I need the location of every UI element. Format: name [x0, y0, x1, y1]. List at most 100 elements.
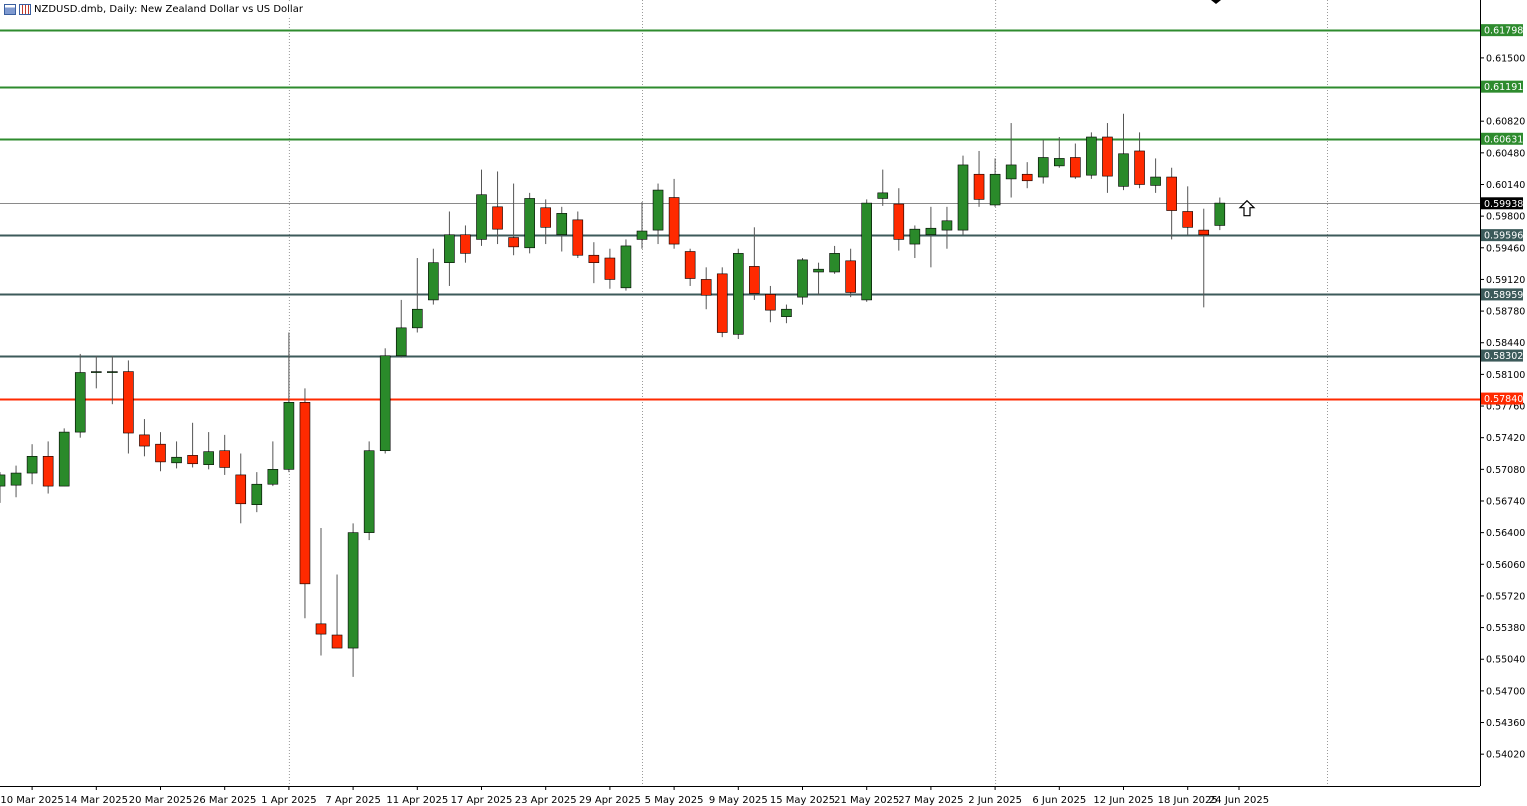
bear-candle-body [1021, 173, 1033, 182]
period-grid [0, 0, 1481, 787]
bear-candle-body [219, 450, 230, 468]
candle [813, 262, 824, 296]
time-tick-label: 14 Mar 2025 [65, 795, 128, 806]
candle [10, 465, 22, 498]
candle [203, 432, 214, 470]
horizontal-levels[interactable] [0, 29, 1480, 401]
price-tick-label: 0.60480 [1486, 148, 1525, 159]
candle [829, 245, 840, 274]
candle [524, 192, 535, 254]
candle [797, 258, 808, 305]
bear-candle-body [845, 260, 856, 293]
level-price-tag [1481, 392, 1523, 405]
candle [765, 285, 776, 323]
price-tick-label: 0.59120 [1486, 275, 1525, 286]
candles [0, 113, 1226, 677]
bear-candle-body [893, 203, 905, 240]
up-arrow-icon [1238, 199, 1256, 217]
candle [604, 248, 616, 289]
bull-candle-body [1150, 176, 1161, 186]
candle [219, 434, 230, 475]
price-tick-label: 0.54020 [1486, 750, 1525, 761]
time-tick-label: 29 Apr 2025 [579, 795, 641, 806]
price-tick-label: 0.56740 [1486, 496, 1525, 507]
bull-candle-body [797, 259, 808, 298]
candle [540, 199, 552, 245]
candle [941, 206, 953, 249]
candle [588, 242, 600, 284]
candle [1166, 167, 1177, 240]
bull-candle-body [1037, 157, 1049, 178]
candle [973, 150, 985, 207]
bear-candle-body [315, 623, 327, 635]
level-price-tag [1481, 132, 1523, 145]
candle [1005, 123, 1017, 198]
candle [620, 239, 632, 291]
candle [347, 523, 359, 677]
candle [155, 432, 166, 472]
time-tick-label: 23 Apr 2025 [515, 795, 577, 806]
bull-candle-body [556, 213, 568, 236]
down-arrow-icon [1211, 0, 1221, 4]
bull-candle-body [620, 245, 632, 289]
time-tick-label: 21 May 2025 [834, 795, 899, 806]
candle [139, 419, 150, 457]
bull-candle-body [395, 327, 407, 357]
bear-candle-body [492, 206, 503, 230]
price-tick-label: 0.59800 [1486, 212, 1525, 223]
bull-candle-body [10, 472, 22, 486]
bull-candle-body [74, 372, 86, 433]
level-price-tag [1481, 229, 1523, 242]
bull-candle-body [652, 189, 664, 231]
price-tick-label: 0.60820 [1486, 117, 1525, 128]
bull-candle-body [813, 268, 824, 273]
candle [508, 183, 519, 256]
bull-candle-body [267, 469, 279, 485]
bear-candle-body [235, 474, 247, 505]
bear-candle-body [684, 251, 696, 279]
bull-candle-body [636, 230, 648, 240]
time-tick-label: 26 Mar 2025 [193, 795, 256, 806]
bull-candle-body [91, 371, 102, 373]
bear-candle-body [460, 234, 471, 254]
candle [91, 355, 102, 389]
time-tick-label: 12 Jun 2025 [1093, 795, 1153, 806]
candle [187, 422, 198, 468]
candle [668, 178, 680, 249]
bull-candle-body [989, 173, 1001, 206]
candle [283, 332, 295, 473]
bull-candle-body [203, 451, 214, 465]
chart-window-icon[interactable] [4, 3, 16, 15]
candle [749, 227, 760, 300]
candle [925, 206, 937, 268]
chart-title: NZDUSD.dmb, Daily: New Zealand Dollar vs… [34, 3, 303, 15]
bull-candle-body [107, 371, 118, 373]
bull-candle-body [1005, 164, 1017, 180]
bull-candle-body [476, 194, 487, 240]
candle [460, 225, 471, 263]
price-tick-label: 0.57420 [1486, 433, 1525, 444]
time-axis[interactable]: 10 Mar 2025 14 Mar 2025 20 Mar 2025 26 Mar … [0, 786, 1269, 806]
chart-bars-icon[interactable] [19, 3, 31, 15]
candle [58, 428, 70, 487]
candle [331, 574, 343, 649]
bear-candle-body [973, 173, 985, 200]
chart-title-bar: NZDUSD.dmb, Daily: New Zealand Dollar vs… [4, 2, 303, 16]
price-axis[interactable]: 0.61500 0.60820 0.60480 0.60140 0.59800 0.594… [1480, 24, 1525, 761]
time-tick-label: 6 Jun 2025 [1032, 795, 1086, 806]
time-tick-label: 10 Mar 2025 [0, 795, 63, 806]
candle [781, 304, 792, 324]
time-tick-label: 17 Apr 2025 [451, 795, 513, 806]
bear-candle-body [1182, 211, 1193, 228]
bull-candle-body [1118, 153, 1129, 187]
bull-candle-body [861, 202, 873, 301]
candle [1134, 132, 1145, 189]
candle [1086, 132, 1097, 179]
candle [989, 158, 1001, 207]
price-tick-label: 0.55720 [1486, 591, 1525, 602]
bull-candle-body [283, 402, 295, 470]
candle [636, 202, 648, 249]
bear-candle-body [508, 237, 519, 248]
time-tick-label: 15 May 2025 [770, 795, 835, 806]
